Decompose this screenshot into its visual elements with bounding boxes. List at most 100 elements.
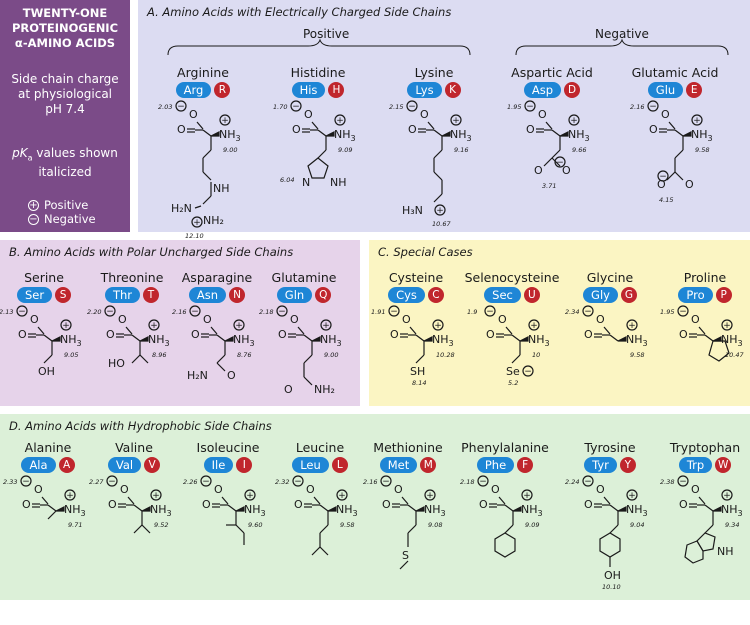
structure-diagram: −2.27OO +NH39.52: [88, 475, 180, 625]
hydroxyl: HO: [108, 357, 125, 370]
svg-text:−: −: [479, 477, 487, 487]
charge-note: Side chain charge at physiological pH 7.…: [0, 72, 130, 117]
amino-acid-name: Cysteine: [366, 270, 466, 286]
carboxylate-charge-icon: −: [678, 306, 688, 317]
carboxyl-oxygen: O: [278, 328, 287, 341]
structure-diagram: −1.91 OO + NH3 10.28 SH8.14: [370, 305, 462, 425]
three-letter-code-badge: Tyr: [584, 457, 617, 473]
carboxyl-oxygen: O: [34, 483, 43, 496]
amine-charge-icon: +: [321, 320, 331, 331]
carboxylate-charge-icon: −: [485, 306, 495, 317]
svg-text:−: −: [408, 102, 416, 112]
svg-text:+: +: [452, 116, 460, 126]
carboxyl-oxygen: O: [649, 123, 658, 136]
carboxyl-oxygen: O: [306, 483, 315, 496]
carboxylate-charge-icon: −: [17, 306, 27, 317]
carboxyl-oxygen: O: [420, 108, 429, 121]
amine-charge-icon: +: [451, 115, 461, 126]
positive-charge-icon: +: [28, 200, 39, 211]
carboxyl-oxygen: O: [486, 328, 495, 341]
one-letter-code-badge: I: [236, 457, 252, 473]
side-oxygen: O: [685, 178, 694, 191]
amino-acid-ile: Isoleucine Ile I −2.26 O O + NH3 9.60: [178, 440, 278, 625]
carboxyl-oxygen: O: [538, 108, 547, 121]
legend-panel: TWENTY-ONE PROTEINOGENIC α-AMINO ACIDS S…: [0, 0, 130, 232]
pka-amine: 8.96: [152, 351, 166, 359]
carboxylate-charge-icon: −: [105, 306, 115, 317]
carboxyl-oxygen: O: [30, 313, 39, 326]
amine-group: NH3: [64, 503, 86, 518]
carboxylate-charge-icon: −: [107, 476, 117, 487]
svg-text:+: +: [436, 206, 444, 216]
svg-text:+: +: [570, 116, 578, 126]
pka-carboxyl: 2.16: [630, 103, 644, 111]
section-title: C. Special Cases: [378, 245, 473, 259]
svg-text:+: +: [193, 218, 201, 228]
legend-positive: + Positive: [28, 198, 88, 212]
pka-amine: 9.09: [338, 146, 352, 154]
amide-oxygen: O: [227, 369, 236, 382]
pka-amine: 9.34: [725, 521, 739, 529]
pka-amine: 10.28: [436, 351, 455, 359]
amide-nh2: H₂N: [187, 369, 208, 382]
carboxyl-oxygen: O: [584, 328, 593, 341]
amino-acid-name: Isoleucine: [178, 440, 278, 456]
amino-acid-name: Lysine: [384, 65, 484, 81]
amino-acid-his: Histidine His H −1.70 O O + NH3 9.09 N NH 6.04: [268, 65, 368, 230]
amine-charge-icon: +: [522, 490, 532, 501]
carboxylate-charge-icon: −: [583, 306, 593, 317]
three-letter-code-badge: Leu: [292, 457, 329, 473]
amide-oxygen: O: [284, 383, 293, 396]
amino-acid-name: Glutamic Acid: [625, 65, 725, 81]
structure-diagram: −1.95OO +NH310.47: [659, 305, 750, 425]
amino-acid-pro: Proline Pro P −1.95 O O + NH3 10.47: [655, 270, 750, 425]
amine-charge-icon: +: [433, 320, 443, 331]
one-letter-code-badge: E: [686, 82, 702, 98]
pka-carboxyl: 2.33: [3, 478, 17, 486]
pka-carboxyl: 2.18: [259, 308, 273, 316]
legend-negative: − Negative: [28, 212, 96, 226]
pka-amine: 8.76: [237, 351, 251, 359]
amino-acid-name: Selenocysteine: [462, 270, 562, 286]
svg-text:−: −: [584, 307, 592, 317]
amide-nh2: NH₂: [314, 383, 335, 396]
svg-text:+: +: [434, 321, 442, 331]
pka-side-chain: 5.2: [508, 379, 518, 387]
svg-text:−: −: [390, 307, 398, 317]
carboxyl-oxygen: O: [382, 498, 391, 511]
carboxyl-oxygen: O: [596, 483, 605, 496]
amine-group: NH3: [528, 333, 550, 348]
amino-acid-name: Glycine: [560, 270, 660, 286]
svg-text:−: −: [294, 477, 302, 487]
amino-acid-sec: Selenocysteine Sec U −1.9 O O + NH3 10 Se −5.2: [462, 270, 562, 425]
amine-charge-icon: +: [627, 490, 637, 501]
guanidino-nh: NH: [213, 182, 230, 195]
amine-group: NH3: [721, 503, 743, 518]
svg-text:+: +: [66, 491, 74, 501]
carboxylate-charge-icon: −: [190, 306, 200, 317]
carboxyl-oxygen: O: [596, 313, 605, 326]
structure-diagram: −1.70OO +NH39.09N NH6.04: [272, 100, 364, 230]
three-letter-code-badge: Thr: [105, 287, 140, 303]
three-letter-code-badge: Trp: [679, 457, 712, 473]
amine-group: NH3: [626, 503, 648, 518]
carboxylate-charge-icon: −: [648, 101, 658, 112]
pka-amine: 9.08: [428, 521, 442, 529]
carboxylate-charge-icon: −: [583, 476, 593, 487]
amine-group: NH3: [233, 333, 255, 348]
amine-charge-icon: +: [529, 320, 539, 331]
structure-diagram: −2.16 OO + NH3 9.08 S: [362, 475, 454, 625]
amino-acid-tyr: Tyrosine Tyr Y −2.24 O O + NH3 9.04 OH 10.10: [560, 440, 660, 625]
amine-group: NH3: [334, 128, 356, 143]
amino-acid-glu: Glutamic Acid Glu E −2.16 O O + NH3 9.58 O O −4.1…: [625, 65, 725, 210]
carboxyl-oxygen: O: [479, 498, 488, 511]
svg-text:+: +: [150, 321, 158, 331]
negative-charge-icon: −: [28, 214, 39, 225]
pka-side-chain: 3.71: [542, 182, 556, 190]
pka-amine: 9.60: [248, 521, 262, 529]
three-letter-code-badge: Cys: [388, 287, 425, 303]
pka-amine: 9.58: [695, 146, 709, 154]
svg-text:+: +: [628, 321, 636, 331]
svg-text:+: +: [523, 491, 531, 501]
